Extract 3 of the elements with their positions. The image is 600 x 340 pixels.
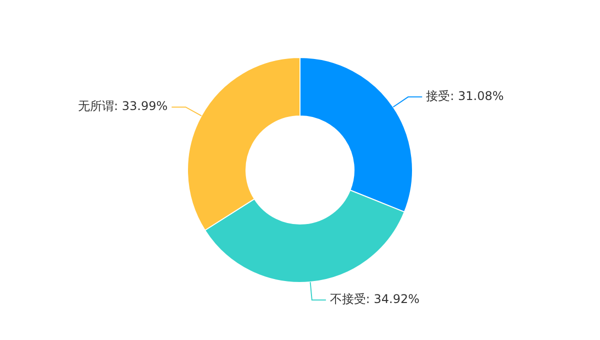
slice-label: 无所谓: 33.99% — [78, 99, 168, 114]
slice-label: 接受: 31.08% — [426, 89, 504, 104]
slice-label: 不接受: 34.92% — [330, 292, 420, 306]
